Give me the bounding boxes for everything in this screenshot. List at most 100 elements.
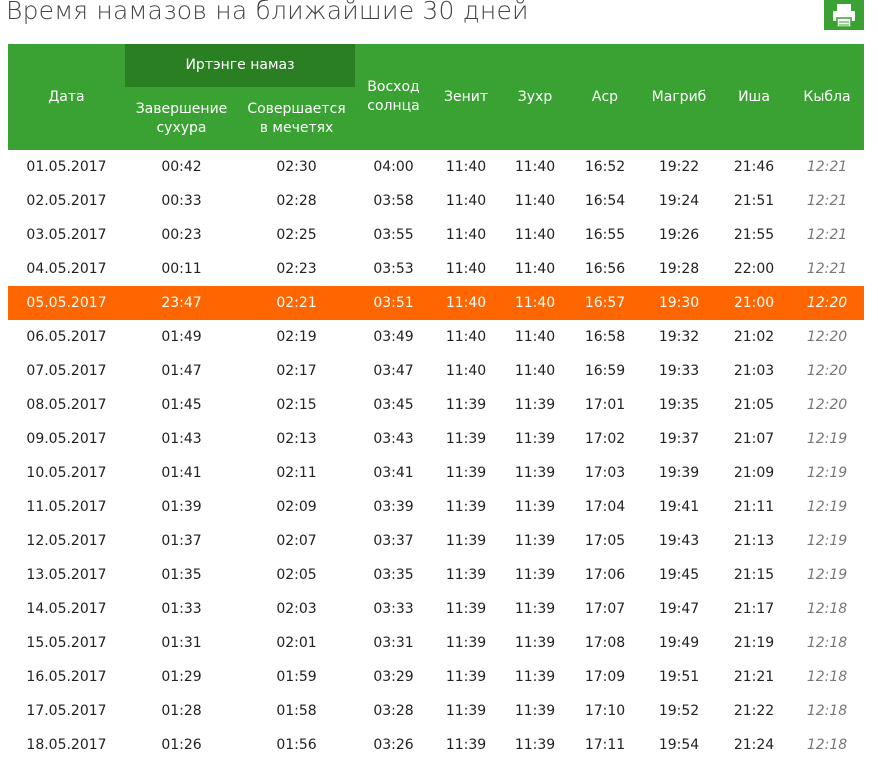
table-row: 01.05.2017 00:42 02:30 04:00 11:40 11:40 16:52… xyxy=(8,150,864,184)
table-cell: 12:18 xyxy=(806,635,848,651)
table-cell: 03:41 xyxy=(373,465,414,481)
table-cell: 21:17 xyxy=(733,601,775,617)
table-cell: 02:17 xyxy=(276,363,317,379)
table-row: 11.05.2017 01:39 02:09 03:39 11:39 11:39 17:04… xyxy=(8,490,864,524)
table-cell: 11:40 xyxy=(514,193,556,209)
table-cell: 02:15 xyxy=(276,397,317,413)
table-row: 10.05.2017 01:41 02:11 03:41 11:39 11:39 17:03… xyxy=(8,456,864,490)
table-cell: 11:39 xyxy=(445,669,487,685)
table-cell: 04.05.2017 xyxy=(26,261,107,277)
table-cell: 11:39 xyxy=(514,397,556,413)
table-cell: 00:11 xyxy=(161,261,202,277)
table-row: 14.05.2017 01:33 02:03 03:33 11:39 11:39 17:07… xyxy=(8,592,864,626)
table-cell: 02:09 xyxy=(276,499,317,515)
table-cell: 10.05.2017 xyxy=(26,465,107,481)
table-cell: 19:43 xyxy=(658,533,700,549)
table-cell: 11:40 xyxy=(445,227,487,243)
table-cell: 01:43 xyxy=(161,431,202,447)
table-cell: 12:18 xyxy=(806,703,848,719)
table-cell: 16:52 xyxy=(584,159,626,175)
table-cell: 19:39 xyxy=(658,465,700,481)
table-cell: 03:53 xyxy=(373,261,414,277)
table-cell: 01:26 xyxy=(161,737,202,753)
table-cell: 02:01 xyxy=(276,635,317,651)
table-cell: 17:06 xyxy=(584,567,626,583)
table-cell: 19:30 xyxy=(640,286,718,320)
table-cell: 11:40 xyxy=(514,227,556,243)
table-row: 18.05.2017 01:26 01:56 03:26 11:39 11:39 17:11… xyxy=(8,728,864,762)
table-cell: 21:03 xyxy=(733,363,775,379)
table-cell: 01:31 xyxy=(161,635,202,651)
table-cell: 16:58 xyxy=(584,329,626,345)
table-cell: 12:21 xyxy=(806,193,848,209)
table-cell: 21:21 xyxy=(733,669,775,685)
table-cell: 02:19 xyxy=(276,329,317,345)
table-cell: 12:18 xyxy=(806,669,848,685)
table-cell: 03.05.2017 xyxy=(26,227,107,243)
table-cell: 01:28 xyxy=(161,703,202,719)
table-cell: 01:39 xyxy=(161,499,202,515)
table-cell: 11:39 xyxy=(514,669,556,685)
table-cell: 11:40 xyxy=(445,363,487,379)
table-cell: 17:01 xyxy=(584,397,626,413)
table-row: 09.05.2017 01:43 02:13 03:43 11:39 11:39 17:02… xyxy=(8,422,864,456)
table-cell: 19:28 xyxy=(658,261,700,277)
table-cell: 01:33 xyxy=(161,601,202,617)
table-cell: 11:40 xyxy=(445,159,487,175)
table-cell: 02:13 xyxy=(276,431,317,447)
column-header: Зухр xyxy=(500,44,570,150)
table-cell: 06.05.2017 xyxy=(26,329,107,345)
header-row: Дата Иртэнге намаз Восход солнца Зенит Зухр А… xyxy=(8,44,864,150)
table-cell: 19:41 xyxy=(658,499,700,515)
table-cell: 19:45 xyxy=(658,567,700,583)
table-cell: 01:58 xyxy=(276,703,317,719)
table-cell: 05.05.2017 xyxy=(8,286,125,320)
table-cell: 02:23 xyxy=(276,261,317,277)
table-cell: 00:33 xyxy=(161,193,202,209)
table-cell: 19:35 xyxy=(658,397,700,413)
table-row: 04.05.2017 00:11 02:23 03:53 11:40 11:40 16:56… xyxy=(8,252,864,286)
table-cell: 16:56 xyxy=(584,261,626,277)
table-cell: 11:40 xyxy=(445,261,487,277)
table-cell: 19:37 xyxy=(658,431,700,447)
print-button[interactable] xyxy=(824,0,864,30)
table-cell: 11:39 xyxy=(445,635,487,651)
table-cell: 11:40 xyxy=(445,329,487,345)
table-cell: 11:39 xyxy=(445,465,487,481)
table-cell: 17:11 xyxy=(584,737,626,753)
table-cell: 19:24 xyxy=(658,193,700,209)
table-cell: 09.05.2017 xyxy=(26,431,107,447)
table-cell: 03:39 xyxy=(373,499,414,515)
table-cell: 03:37 xyxy=(373,533,414,549)
column-header: Зенит xyxy=(432,44,500,150)
table-cell: 21:00 xyxy=(718,286,790,320)
table-cell: 21:09 xyxy=(733,465,775,481)
table-cell: 02.05.2017 xyxy=(26,193,107,209)
table-cell: 12:20 xyxy=(790,286,864,320)
table-cell: 21:55 xyxy=(733,227,775,243)
table-cell: 03:29 xyxy=(373,669,414,685)
table-cell: 21:13 xyxy=(733,533,775,549)
table-cell: 11:39 xyxy=(514,635,556,651)
table-cell: 21:46 xyxy=(733,159,775,175)
table-cell: 19:52 xyxy=(658,703,700,719)
table-cell: 11:40 xyxy=(514,159,556,175)
table-cell: 19:51 xyxy=(658,669,700,685)
table-cell: 02:21 xyxy=(238,286,355,320)
table-cell: 16:59 xyxy=(584,363,626,379)
table-cell: 12:19 xyxy=(806,465,848,481)
table-cell: 02:05 xyxy=(276,567,317,583)
table-cell: 11:40 xyxy=(445,193,487,209)
table-cell: 12:19 xyxy=(806,567,848,583)
group-header: Иртэнге намаз xyxy=(125,44,355,87)
table-cell: 03:43 xyxy=(373,431,414,447)
table-row: 07.05.2017 01:47 02:17 03:47 11:40 11:40 16:59… xyxy=(8,354,864,388)
table-cell: 12:19 xyxy=(806,431,848,447)
table-cell: 11:39 xyxy=(514,533,556,549)
table-cell: 12:18 xyxy=(806,601,848,617)
table-cell: 12.05.2017 xyxy=(26,533,107,549)
table-cell: 01:37 xyxy=(161,533,202,549)
table-cell: 23:47 xyxy=(125,286,238,320)
table-cell: 03:35 xyxy=(373,567,414,583)
table-cell: 02:28 xyxy=(276,193,317,209)
